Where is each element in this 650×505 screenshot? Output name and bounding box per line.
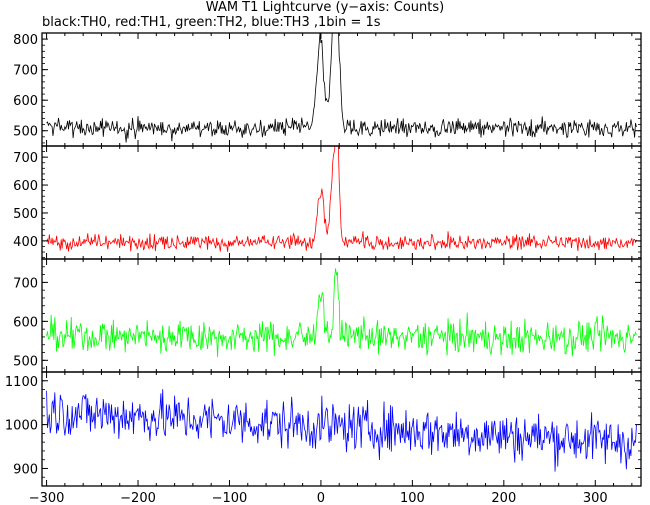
- y-tick-label-th1: 400: [13, 235, 38, 250]
- y-tick-label-th2: 500: [13, 354, 38, 369]
- y-tick-label-th2: 600: [13, 315, 38, 330]
- y-tick-label-th3: 1100: [5, 375, 38, 390]
- y-tick-label-th0: 600: [13, 94, 38, 109]
- x-tick-label: 0: [317, 491, 325, 505]
- series-th1-line: [46, 146, 637, 252]
- y-tick-label-th2: 700: [13, 276, 38, 291]
- chart-title: WAM T1 Lightcurve (y−axis: Counts): [205, 0, 445, 15]
- y-tick-label-th0: 700: [13, 64, 38, 79]
- y-tick-label-th1: 700: [13, 151, 38, 166]
- series-th0-line: [46, 33, 637, 143]
- x-tick-label: −100: [212, 491, 248, 505]
- x-tick-label: 200: [491, 491, 516, 505]
- series-th3-line: [46, 389, 637, 472]
- chart-subtitle: black:TH0, red:TH1, green:TH2, blue:TH3 …: [42, 15, 381, 30]
- y-tick-label-th3: 900: [13, 462, 38, 477]
- series-th2-line: [46, 268, 637, 357]
- y-tick-label-th1: 600: [13, 179, 38, 194]
- y-tick-label-th0: 500: [13, 125, 38, 140]
- x-tick-label: −300: [29, 491, 65, 505]
- y-tick-label-th3: 1000: [5, 419, 38, 434]
- panel-th3-frame: [41, 371, 642, 487]
- y-tick-label-th1: 500: [13, 207, 38, 222]
- x-tick-label: −200: [120, 491, 156, 505]
- panel-th2-frame: [41, 258, 642, 373]
- y-tick-label-th0: 800: [13, 33, 38, 48]
- x-tick-label: 100: [400, 491, 425, 505]
- x-tick-label: 300: [583, 491, 608, 505]
